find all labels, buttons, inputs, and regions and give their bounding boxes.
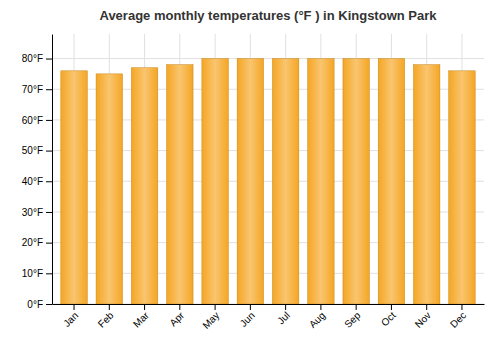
x-axis: Jan Feb Mar Apr May Jun Jul Aug Sep Oct Nov Dec: [53, 304, 485, 331]
bar: [343, 59, 369, 304]
x-tick: Oct: [379, 304, 398, 328]
x-tick-mark: [250, 304, 251, 310]
x-tick-label: Nov: [413, 310, 433, 330]
y-tick-label: 20°F: [22, 237, 43, 248]
y-tick-mark: [46, 120, 52, 121]
chart: 0°F 10°F 20°F 30°F 40°F 50°F 60°F 70°F 80°F Jan Fe…: [0, 0, 500, 350]
x-tick-label: Mar: [131, 309, 151, 329]
y-tick-label: 80°F: [22, 53, 43, 64]
grid: [52, 34, 484, 304]
x-tick: Apr: [167, 304, 186, 328]
x-tick: Dec: [448, 304, 468, 330]
y-grid-line: [52, 58, 484, 59]
y-tick-label: 40°F: [22, 176, 43, 187]
x-tick-mark: [461, 304, 462, 310]
y-tick-label: 70°F: [22, 84, 43, 95]
bar: [308, 59, 334, 304]
x-tick-label: Jun: [238, 310, 257, 329]
x-tick-label: Dec: [448, 310, 468, 330]
bar: [96, 74, 122, 304]
x-tick-label: Feb: [96, 309, 116, 329]
x-tick-mark: [356, 304, 357, 310]
x-tick-mark: [285, 304, 286, 310]
x-tick-label: Aug: [307, 310, 327, 330]
bar: [131, 68, 157, 304]
x-tick: Aug: [307, 304, 327, 330]
y-tick: 40°F: [22, 176, 52, 187]
x-tick: Feb: [96, 304, 116, 330]
x-tick-label: Jan: [61, 310, 80, 329]
x-tick: Nov: [413, 304, 433, 330]
y-tick: 0°F: [27, 299, 52, 310]
bar: [272, 59, 298, 304]
x-tick-label: May: [200, 310, 221, 331]
y-tick: 60°F: [22, 115, 52, 126]
y-tick-label: 10°F: [22, 268, 43, 279]
y-axis: 0°F 10°F 20°F 30°F 40°F 50°F 60°F 70°F 80°F: [22, 35, 53, 310]
x-tick-mark: [74, 304, 75, 310]
bar: [413, 65, 439, 304]
bars: [61, 59, 475, 304]
bar: [237, 59, 263, 304]
y-tick-mark: [46, 243, 52, 244]
x-tick-label: Oct: [379, 310, 398, 329]
x-tick-mark: [179, 304, 180, 310]
y-tick-label: 50°F: [22, 145, 43, 156]
x-tick: Jun: [238, 304, 257, 329]
y-tick-mark: [46, 151, 52, 152]
y-tick: 70°F: [22, 84, 52, 95]
x-tick: Jan: [61, 304, 80, 329]
x-tick: Mar: [131, 304, 151, 330]
y-tick: 20°F: [22, 237, 52, 248]
x-tick-mark: [109, 304, 110, 310]
y-tick-mark: [46, 212, 52, 213]
bar: [378, 59, 404, 304]
y-tick-label: 60°F: [22, 115, 43, 126]
bar: [202, 59, 228, 304]
y-tick: 10°F: [22, 268, 52, 279]
x-tick-mark: [144, 304, 145, 310]
x-tick-label: Jul: [275, 310, 292, 327]
x-tick-label: Apr: [167, 309, 186, 328]
y-tick-mark: [46, 59, 52, 60]
y-tick: 50°F: [22, 145, 52, 156]
y-tick: 80°F: [22, 53, 52, 64]
y-axis-line: [52, 35, 53, 305]
y-tick-mark: [46, 304, 52, 305]
plot-area: 0°F 10°F 20°F 30°F 40°F 50°F 60°F 70°F 80°F Jan Fe…: [22, 34, 485, 331]
y-tick-mark: [46, 273, 52, 274]
bar: [167, 65, 193, 304]
bar: [61, 71, 87, 304]
y-tick-mark: [46, 89, 52, 90]
x-tick: May: [200, 304, 221, 331]
x-tick-mark: [215, 304, 216, 310]
y-tick-mark: [46, 181, 52, 182]
y-tick-label: 0°F: [27, 299, 43, 310]
x-tick-label: Sep: [342, 309, 363, 330]
x-tick-mark: [320, 304, 321, 310]
x-tick-mark: [391, 304, 392, 310]
y-tick: 30°F: [22, 207, 52, 218]
title: Average monthly temperatures (°F ) in Ki…: [99, 8, 437, 23]
x-tick: Jul: [275, 304, 292, 326]
bar: [449, 71, 475, 304]
y-tick-label: 30°F: [22, 207, 43, 218]
x-axis-line: [53, 304, 485, 305]
x-tick-mark: [426, 304, 427, 310]
x-tick: Sep: [342, 304, 363, 330]
